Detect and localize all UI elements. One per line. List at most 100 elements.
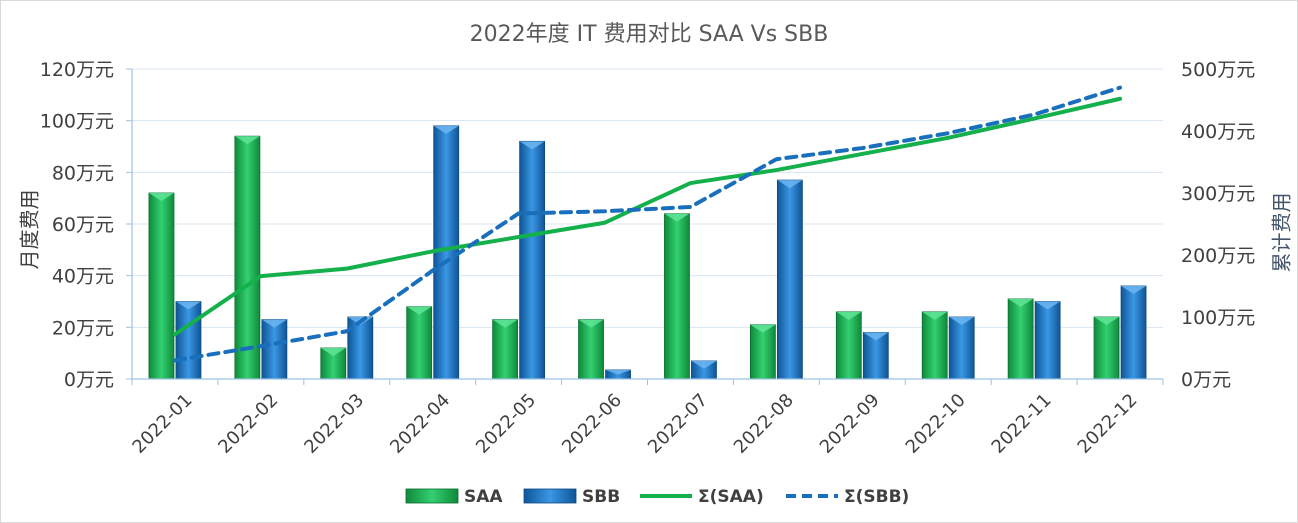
bar-body	[948, 316, 975, 380]
bar-bevel	[261, 319, 287, 328]
sbb-bar	[691, 360, 717, 380]
y-right-tick-label: 300万元	[1181, 183, 1255, 205]
x-tick-label: 2022-11	[988, 390, 1056, 458]
bar-body	[578, 319, 604, 380]
y-right-tick-label: 100万元	[1181, 307, 1255, 329]
bar-bevel	[578, 319, 604, 328]
legend-item: Σ(SAA)	[640, 487, 764, 507]
bar-bevel	[433, 125, 459, 134]
legend-item: SBB	[523, 487, 620, 507]
cum-saa-line	[172, 96, 1123, 337]
saa-bar	[492, 319, 519, 380]
y-left-tick-label: 120万元	[40, 59, 114, 81]
y-left-tick-label: 40万元	[52, 266, 114, 288]
x-tick-label: 2022-01	[128, 390, 196, 458]
bar-body	[1093, 316, 1120, 380]
y-right-tick-label: 400万元	[1181, 121, 1255, 143]
legend-item: SAA	[405, 487, 503, 507]
y-left-tick-label: 0万元	[64, 369, 114, 391]
x-tick-label: 2022-06	[558, 390, 626, 458]
sbb-bar	[948, 316, 975, 380]
y-right-tick-label: 500万元	[1181, 59, 1255, 81]
bar-bevel	[320, 348, 346, 356]
bar-body	[1007, 298, 1034, 380]
legend-item: Σ(SBB)	[786, 487, 909, 507]
y-right-tick-label: 200万元	[1181, 245, 1255, 267]
bar-body	[175, 301, 202, 380]
saa-bar	[1093, 316, 1120, 380]
bar-bevel	[605, 369, 631, 375]
bar-body	[835, 311, 862, 380]
bar-body	[1034, 301, 1061, 380]
bar-bevel	[175, 301, 201, 310]
bar-bevel	[664, 213, 690, 222]
x-tick-label: 2022-05	[472, 390, 540, 458]
saa-bar	[835, 311, 862, 380]
bar-bevel	[1035, 301, 1061, 310]
bar-bevel	[1008, 298, 1034, 307]
bar-bevel	[691, 360, 717, 369]
sbb-bar	[175, 301, 202, 380]
bar-bevel	[949, 317, 975, 325]
legend-swatch	[405, 488, 459, 504]
legend-label: Σ(SAA)	[698, 487, 764, 507]
sbb-bar	[862, 332, 889, 380]
bar-bevel	[1121, 286, 1147, 294]
bar-bevel	[1094, 317, 1120, 325]
y-left-tick-label: 20万元	[52, 317, 114, 339]
bar-body	[492, 319, 519, 380]
saa-bar	[921, 311, 948, 380]
saa-bar	[578, 319, 604, 380]
sbb-bar	[519, 140, 546, 380]
bar-bevel	[148, 193, 174, 201]
x-tick-label: 2022-12	[1074, 390, 1142, 458]
sbb-bar	[605, 369, 631, 380]
bar-bevel	[492, 319, 518, 328]
y-left-tick-label: 80万元	[52, 162, 114, 184]
legend-swatch	[523, 488, 577, 504]
y-right-tick-label: 0万元	[1181, 369, 1231, 391]
bar-bevel	[406, 306, 432, 315]
saa-bar	[320, 347, 347, 380]
sbb-bar	[776, 179, 803, 380]
bar-bevel	[234, 136, 260, 145]
legend-label: SBB	[582, 487, 620, 507]
bar-body	[749, 324, 776, 380]
saa-bar	[148, 192, 175, 380]
bar-bevel	[750, 324, 776, 333]
legend-label: Σ(SBB)	[844, 487, 909, 507]
bar-body	[261, 319, 288, 380]
x-tick-label: 2022-07	[644, 390, 712, 458]
saa-bar	[1007, 298, 1034, 380]
x-tick-label: 2022-08	[730, 390, 798, 458]
x-tick-label: 2022-09	[816, 390, 884, 458]
bar-body	[519, 140, 546, 380]
x-tick-label: 2022-10	[902, 390, 970, 458]
cum-sbb-line	[172, 85, 1123, 363]
bar-bevel	[863, 332, 889, 341]
sbb-bar	[1120, 285, 1147, 380]
legend-label: SAA	[464, 487, 503, 507]
bar-body	[148, 192, 175, 380]
saa-bar	[664, 213, 690, 380]
saa-bar	[234, 135, 261, 380]
bar-body	[664, 213, 690, 380]
chart-title: 2022年度 IT 费用对比 SAA Vs SBB	[469, 22, 829, 47]
y-left-tick-label: 60万元	[52, 214, 114, 236]
x-tick-label: 2022-02	[214, 390, 282, 458]
sbb-bar	[261, 319, 288, 380]
bar-bevel	[922, 311, 948, 320]
x-tick-label: 2022-03	[300, 390, 368, 458]
bar-body	[1120, 285, 1147, 380]
saa-bar	[406, 306, 433, 380]
x-tick-label: 2022-04	[386, 390, 454, 458]
bar-body	[776, 179, 803, 380]
bar-bevel	[777, 180, 803, 189]
bar-bevel	[836, 311, 862, 320]
saa-bar	[749, 324, 776, 380]
bar-body	[921, 311, 948, 380]
bar-bevel	[519, 141, 545, 150]
bar-body	[234, 135, 261, 380]
